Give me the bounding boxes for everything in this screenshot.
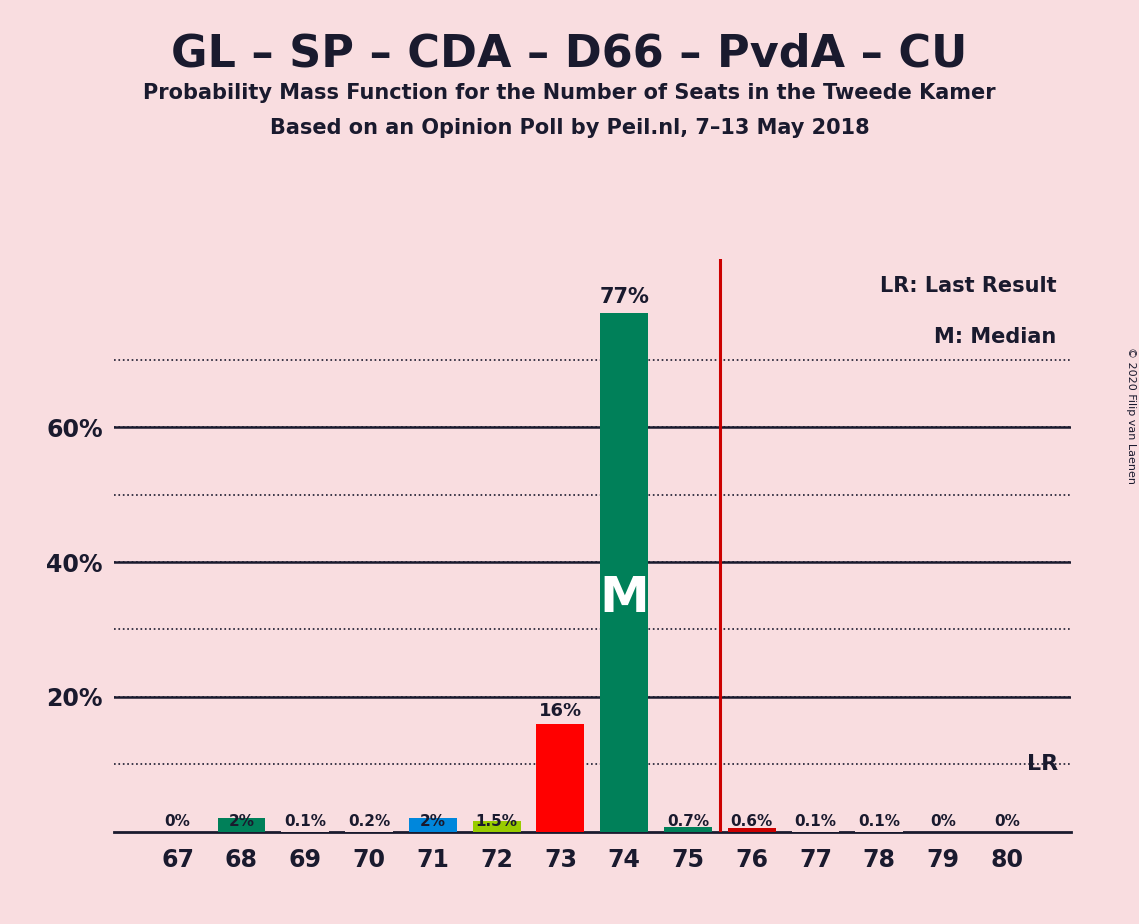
Text: Based on an Opinion Poll by Peil.nl, 7–13 May 2018: Based on an Opinion Poll by Peil.nl, 7–1…: [270, 118, 869, 139]
Bar: [600, 312, 648, 832]
Text: GL – SP – CDA – D66 – PvdA – CU: GL – SP – CDA – D66 – PvdA – CU: [171, 32, 968, 76]
Text: 1.5%: 1.5%: [476, 814, 517, 829]
Bar: [473, 821, 521, 832]
Text: © 2020 Filip van Laenen: © 2020 Filip van Laenen: [1126, 347, 1136, 484]
Text: Probability Mass Function for the Number of Seats in the Tweede Kamer: Probability Mass Function for the Number…: [144, 83, 995, 103]
Bar: [218, 818, 265, 832]
Bar: [664, 827, 712, 832]
Text: 0%: 0%: [165, 814, 190, 829]
Bar: [345, 831, 393, 832]
Text: 0.7%: 0.7%: [667, 814, 708, 829]
Bar: [728, 828, 776, 832]
Text: 2%: 2%: [229, 814, 254, 829]
Text: 0%: 0%: [994, 814, 1019, 829]
Text: 77%: 77%: [599, 287, 649, 308]
Text: 0.6%: 0.6%: [730, 814, 773, 829]
Text: LR: Last Result: LR: Last Result: [879, 276, 1056, 296]
Text: 16%: 16%: [539, 702, 582, 721]
Text: M: Median: M: Median: [934, 327, 1056, 347]
Bar: [409, 818, 457, 832]
Text: 0.1%: 0.1%: [795, 814, 836, 829]
Text: 0%: 0%: [931, 814, 956, 829]
Text: M: M: [599, 574, 649, 622]
Bar: [536, 723, 584, 832]
Text: 2%: 2%: [420, 814, 445, 829]
Text: 0.1%: 0.1%: [285, 814, 326, 829]
Text: LR: LR: [1026, 754, 1058, 774]
Text: 0.2%: 0.2%: [347, 814, 391, 829]
Text: 0.1%: 0.1%: [859, 814, 900, 829]
